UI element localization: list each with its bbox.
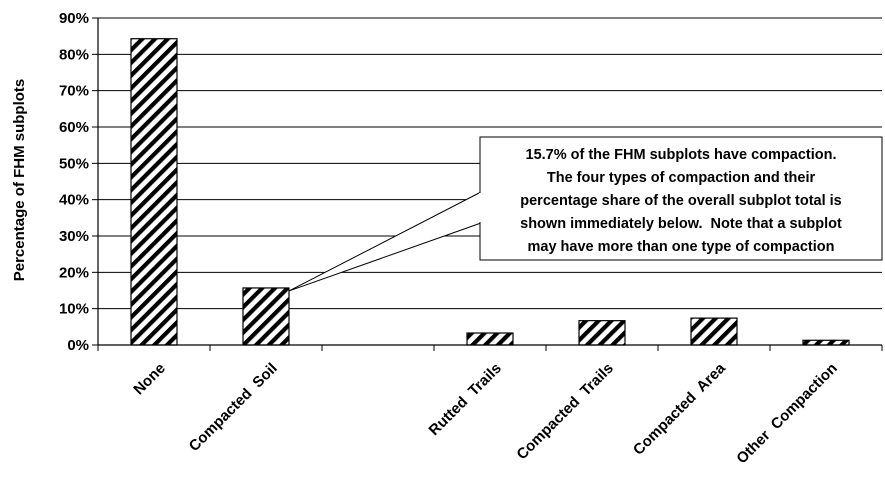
- y-tick-label: 70%: [59, 83, 89, 100]
- y-axis-title: Percentage of FHM subplots: [11, 79, 28, 282]
- bar: [690, 317, 738, 346]
- callout-line: 15.7% of the FHM subplots have compactio…: [526, 147, 837, 163]
- bar: [466, 332, 514, 346]
- category-label: Compacted Area: [630, 359, 729, 458]
- callout-pointer: [288, 191, 482, 292]
- y-tick-labels: 0% 10% 20% 30% 40% 50% 60% 70% 80% 90%: [59, 10, 89, 354]
- bar: [130, 38, 178, 346]
- callout-line: shown immediately below. Note that a sub…: [520, 216, 842, 232]
- category-labels: None Compacted Soil Rutted Trails Compacted…: [130, 359, 841, 467]
- y-tick-label: 40%: [59, 192, 89, 209]
- axes: [97, 18, 883, 351]
- y-tick-label: 50%: [59, 155, 89, 172]
- callout-box: [479, 136, 883, 261]
- category-label: Other Compaction: [733, 360, 840, 467]
- category-label: Compacted Soil: [186, 360, 281, 455]
- category-label: Compacted Trails: [513, 360, 616, 463]
- y-tick-label: 0%: [67, 337, 89, 354]
- bar: [242, 287, 290, 346]
- category-label: None: [130, 360, 169, 399]
- category-label: Rutted Trails: [426, 360, 505, 439]
- callout-line: The four types of compaction and their: [547, 170, 816, 186]
- y-tick-label: 80%: [59, 46, 89, 63]
- bars: [130, 38, 850, 346]
- bar: [578, 320, 626, 346]
- callout-line: percentage share of the overall subplot …: [520, 193, 842, 209]
- y-tick-label: 20%: [59, 264, 89, 281]
- annotation-callout: 15.7% of the FHM subplots have compactio…: [288, 136, 883, 292]
- callout-line: may have more than one type of compactio…: [528, 239, 835, 255]
- bar: [802, 339, 850, 346]
- y-tick-label: 90%: [59, 10, 89, 27]
- y-tick-label: 10%: [59, 301, 89, 318]
- y-tick-label: 60%: [59, 119, 89, 136]
- y-tick-label: 30%: [59, 228, 89, 245]
